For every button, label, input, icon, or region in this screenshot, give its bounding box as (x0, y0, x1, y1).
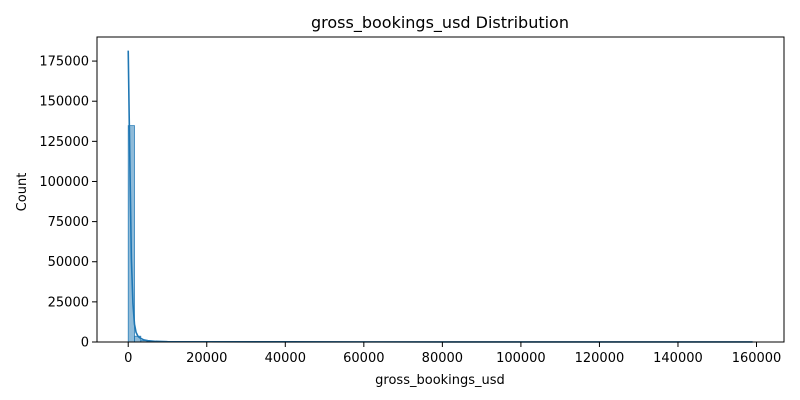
x-tick-label-0: 0 (124, 351, 132, 366)
y-tick-label-0: 0 (81, 336, 89, 351)
x-tick-label-2: 40000 (265, 351, 306, 366)
y-tick-label-1: 25000 (48, 295, 89, 310)
y-tick-label-6: 150000 (39, 95, 89, 110)
y-axis-ticks: 0 25000 50000 75000 100000 125000 150000 175000 (39, 55, 97, 351)
y-tick-label-2: 50000 (48, 255, 89, 270)
x-axis-label: gross_bookings_usd (375, 373, 505, 388)
x-tick-label-6: 120000 (575, 351, 625, 366)
x-tick-label-5: 100000 (496, 351, 546, 366)
chart-title: gross_bookings_usd Distribution (311, 13, 569, 33)
kde-curve-layer (127, 50, 753, 343)
x-tick-label-7: 140000 (653, 351, 703, 366)
plot-area-frame (96, 36, 785, 343)
y-tick-label-7: 175000 (39, 55, 89, 70)
y-tick-label-4: 100000 (39, 175, 89, 190)
x-tick-label-3: 60000 (343, 351, 384, 366)
x-axis-ticks: 0 20000 40000 60000 80000 100000 120000 140000 1… (124, 342, 781, 366)
x-tick-label-4: 80000 (422, 351, 463, 366)
y-tick-label-3: 75000 (48, 215, 89, 230)
y-axis-label: Count (15, 173, 30, 212)
x-tick-label-1: 20000 (186, 351, 227, 366)
x-tick-label-8: 160000 (732, 351, 782, 366)
y-tick-label-5: 125000 (39, 135, 89, 150)
kde-curve (127, 50, 753, 343)
